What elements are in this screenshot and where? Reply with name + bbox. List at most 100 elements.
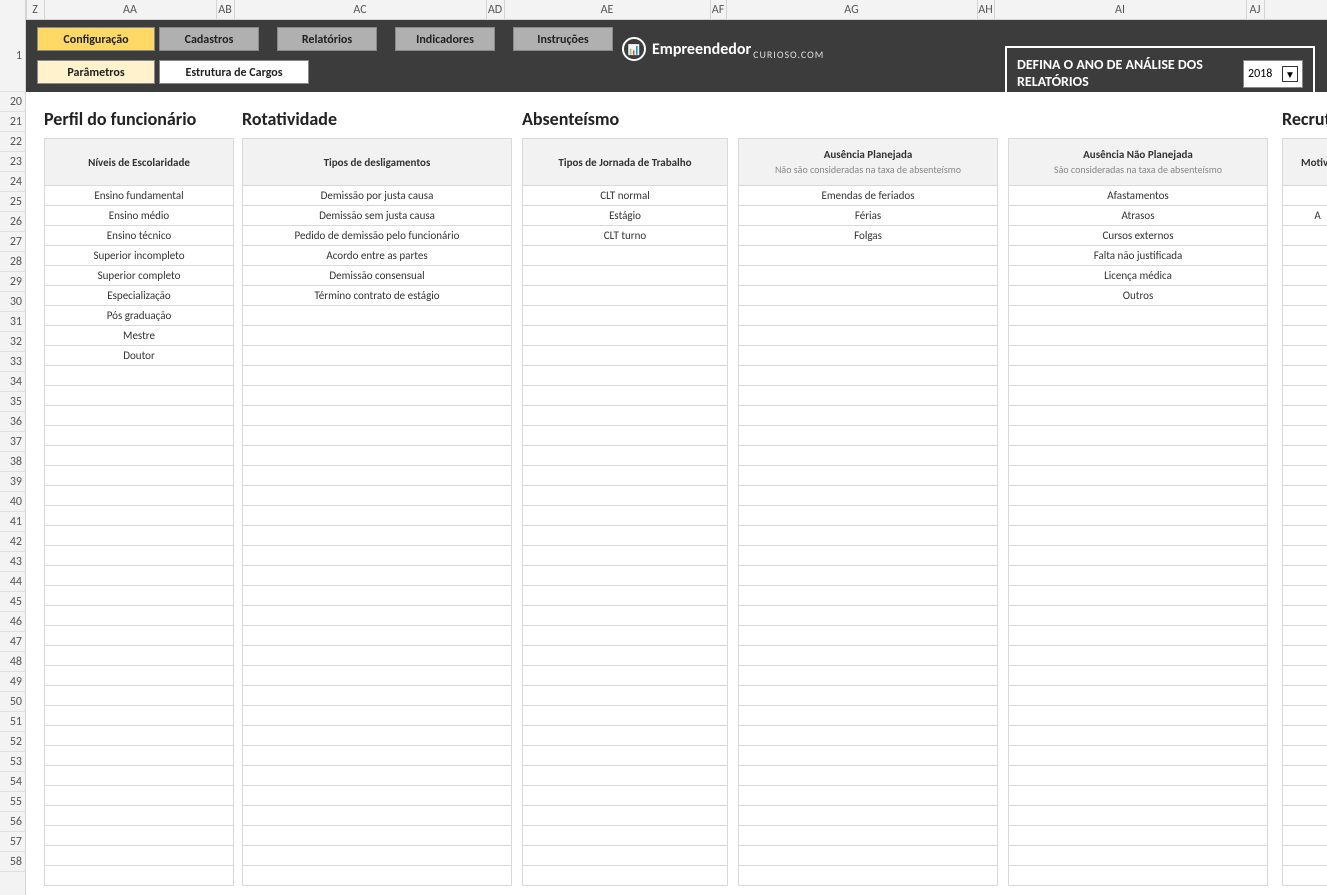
cell[interactable] (45, 546, 233, 566)
cell[interactable]: CLT turno (523, 226, 727, 246)
cell[interactable] (1009, 686, 1267, 706)
column-header[interactable]: AD (486, 0, 504, 20)
cell[interactable] (523, 326, 727, 346)
cell[interactable] (45, 626, 233, 646)
cell[interactable] (45, 446, 233, 466)
cell[interactable] (739, 666, 997, 686)
cell[interactable] (1009, 626, 1267, 646)
cell[interactable] (45, 746, 233, 766)
row-header[interactable]: 23 (0, 152, 26, 172)
row-header[interactable]: 27 (0, 232, 26, 252)
cell[interactable] (243, 426, 511, 446)
cell[interactable]: Estágio (523, 206, 727, 226)
cell[interactable] (739, 826, 997, 846)
row-header[interactable]: 43 (0, 552, 26, 572)
cell[interactable] (739, 306, 997, 326)
cell[interactable] (243, 746, 511, 766)
cell[interactable] (1283, 806, 1327, 826)
nav-tab[interactable]: Configuração (37, 27, 155, 51)
cell[interactable] (523, 366, 727, 386)
cell[interactable] (1283, 626, 1327, 646)
cell[interactable]: A (1283, 206, 1327, 226)
cell[interactable] (739, 806, 997, 826)
row-header[interactable]: 25 (0, 192, 26, 212)
cell[interactable] (523, 286, 727, 306)
cell[interactable] (45, 666, 233, 686)
row-header[interactable]: 32 (0, 332, 26, 352)
cell[interactable] (739, 286, 997, 306)
cell[interactable] (1009, 326, 1267, 346)
row-header[interactable]: 37 (0, 432, 26, 452)
column-header[interactable]: AI (994, 0, 1246, 20)
nav-subtab[interactable]: Parâmetros (37, 60, 155, 84)
nav-tab[interactable]: Relatórios (277, 27, 377, 51)
cell[interactable] (243, 726, 511, 746)
cell[interactable] (523, 346, 727, 366)
cell[interactable] (1009, 546, 1267, 566)
cell[interactable]: Doutor (45, 346, 233, 366)
cell[interactable] (243, 806, 511, 826)
cell[interactable] (523, 246, 727, 266)
cell[interactable] (739, 326, 997, 346)
cell[interactable] (243, 566, 511, 586)
cell[interactable] (1283, 446, 1327, 466)
cell[interactable] (45, 386, 233, 406)
cell[interactable] (523, 486, 727, 506)
cell[interactable] (243, 506, 511, 526)
cell[interactable] (739, 546, 997, 566)
cell[interactable]: Especialização (45, 286, 233, 306)
cell[interactable] (739, 846, 997, 866)
row-header[interactable]: 46 (0, 612, 26, 632)
cell[interactable]: Superior completo (45, 266, 233, 286)
cell[interactable] (1283, 246, 1327, 266)
cell[interactable] (243, 846, 511, 866)
cell[interactable] (523, 866, 727, 886)
column-header[interactable]: AG (726, 0, 977, 20)
cell[interactable] (1009, 726, 1267, 746)
cell[interactable] (45, 686, 233, 706)
cell[interactable] (1009, 786, 1267, 806)
cell[interactable] (1009, 806, 1267, 826)
cell[interactable] (523, 766, 727, 786)
cell[interactable]: Folgas (739, 226, 997, 246)
cell[interactable] (243, 646, 511, 666)
cell[interactable] (45, 606, 233, 626)
row-header[interactable]: 1 (0, 20, 26, 92)
cell[interactable] (1283, 726, 1327, 746)
cell[interactable] (1283, 846, 1327, 866)
cell[interactable] (243, 306, 511, 326)
row-header[interactable]: 45 (0, 592, 26, 612)
cell[interactable]: Cursos externos (1009, 226, 1267, 246)
cell[interactable] (45, 586, 233, 606)
cell[interactable] (739, 686, 997, 706)
cell[interactable] (45, 646, 233, 666)
cell[interactable] (1283, 366, 1327, 386)
cell[interactable] (739, 486, 997, 506)
cell[interactable] (45, 826, 233, 846)
cell[interactable] (1009, 706, 1267, 726)
cell[interactable] (739, 366, 997, 386)
cell[interactable]: Férias (739, 206, 997, 226)
row-header[interactable]: 58 (0, 852, 26, 872)
nav-tab[interactable]: Indicadores (395, 27, 495, 51)
cell[interactable] (1283, 406, 1327, 426)
row-header[interactable]: 42 (0, 532, 26, 552)
nav-tab[interactable]: Instruções (513, 27, 613, 51)
cell[interactable] (243, 766, 511, 786)
cell[interactable]: Licença médica (1009, 266, 1267, 286)
cell[interactable] (1283, 546, 1327, 566)
row-header[interactable]: 20 (0, 92, 26, 112)
cell[interactable] (1283, 286, 1327, 306)
cell[interactable] (243, 586, 511, 606)
cell[interactable] (523, 506, 727, 526)
cell[interactable] (523, 546, 727, 566)
cell[interactable] (45, 526, 233, 546)
row-header[interactable]: 35 (0, 392, 26, 412)
cell[interactable]: Demissão sem justa causa (243, 206, 511, 226)
cell[interactable] (739, 766, 997, 786)
select-all-corner[interactable] (0, 0, 26, 20)
cell[interactable]: Pós graduação (45, 306, 233, 326)
cell[interactable] (243, 686, 511, 706)
cell[interactable] (1283, 746, 1327, 766)
cell[interactable] (1283, 826, 1327, 846)
